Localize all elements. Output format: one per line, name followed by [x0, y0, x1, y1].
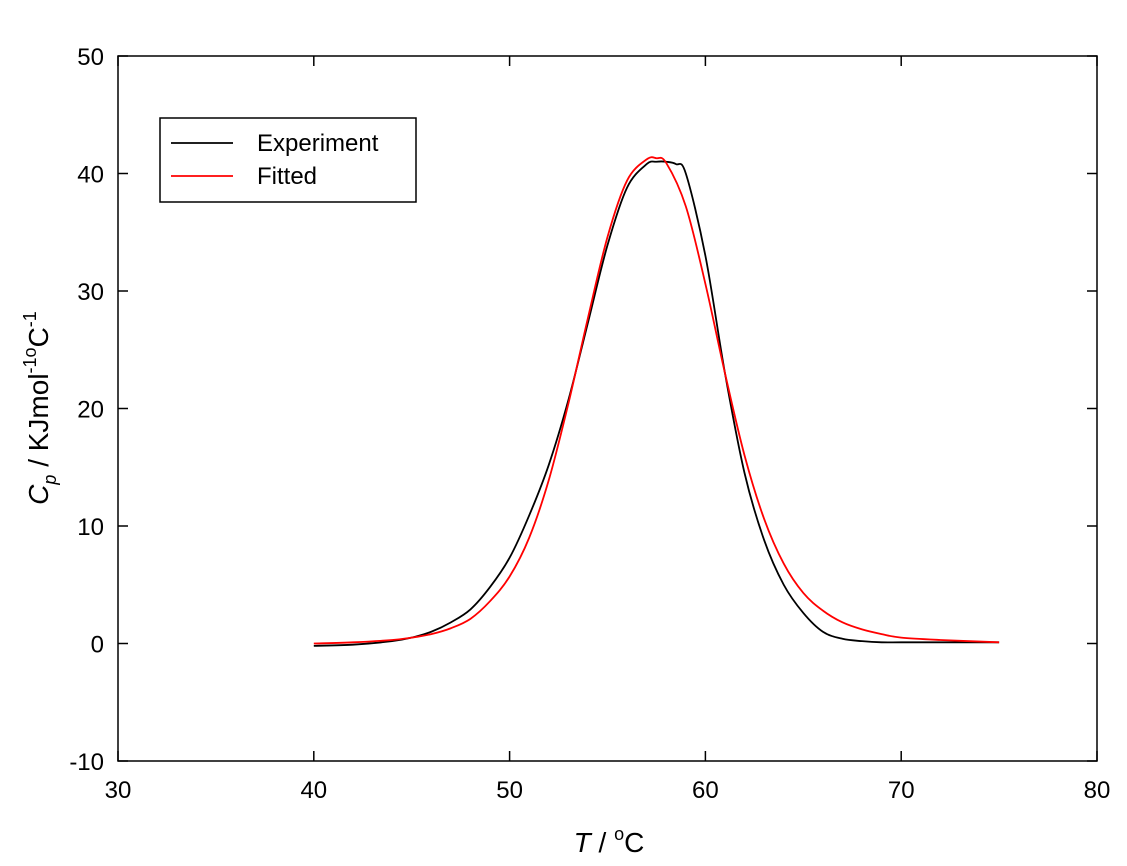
y-tick-label: 10 [77, 514, 104, 541]
x-tick-label: 50 [496, 777, 523, 804]
y-tick-label: 30 [77, 279, 104, 306]
legend-label-experiment: Experiment [257, 130, 379, 157]
x-tick-label: 80 [1084, 777, 1111, 804]
x-tick-label: 30 [105, 777, 132, 804]
axis-ticks [117, 55, 1098, 762]
legend: Experiment Fitted [159, 117, 417, 203]
x-tick-label: 40 [300, 777, 327, 804]
legend-label-fitted: Fitted [257, 163, 317, 190]
series-layer [313, 156, 1000, 647]
axis-tick-labels: 30 40 50 60 70 80 -10 0 10 20 30 40 50 [69, 44, 1110, 804]
y-axis-label-sup2: o [20, 347, 40, 357]
series-line-fitted [313, 156, 1000, 645]
y-tick-label: 50 [77, 44, 104, 71]
y-axis-label-main: C [23, 484, 54, 505]
y-axis-label-sup3: -1 [20, 311, 40, 327]
y-axis-label-sup1: -1 [20, 357, 40, 373]
y-axis-label: Cp / KJmol-1oC-1 [20, 311, 60, 505]
y-tick-label: 0 [91, 632, 104, 659]
x-tick-label: 60 [692, 777, 719, 804]
y-tick-label: 20 [77, 397, 104, 424]
x-axis-label: T / oC [574, 824, 645, 858]
series-line-experiment [313, 160, 1000, 647]
y-tick-label: 40 [77, 162, 104, 189]
x-axis-label-tail: C [624, 827, 644, 858]
x-axis-label-sep: / [591, 827, 614, 858]
legend-box [159, 117, 417, 203]
x-tick-label: 70 [888, 777, 915, 804]
x-axis-label-sup: o [614, 824, 624, 844]
y-tick-label: -10 [69, 749, 104, 776]
y-axis-label-mid2: C [23, 327, 54, 347]
y-axis-label-mid: / KJmol [23, 373, 54, 474]
y-axis-label-sub: p [40, 475, 60, 486]
x-axis-label-main: T [574, 827, 593, 858]
